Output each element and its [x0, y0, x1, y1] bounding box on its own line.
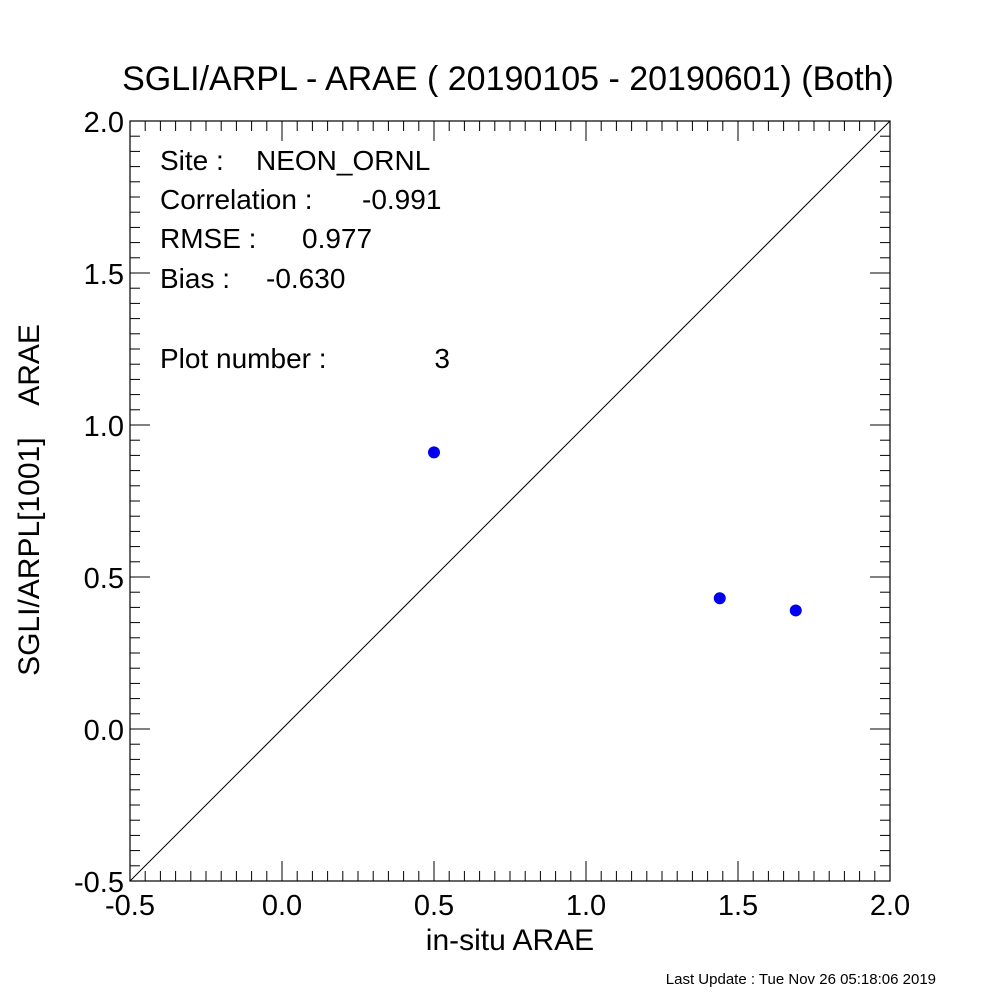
bias-value: -0.630	[266, 263, 345, 294]
last-update-text: Last Update : Tue Nov 26 05:18:06 2019	[666, 971, 936, 988]
y-tick-label: 0.0	[84, 715, 124, 747]
x-tick-label: 2.0	[870, 890, 910, 922]
site-value: NEON_ORNL	[256, 145, 430, 176]
x-tick-label: -0.5	[105, 890, 155, 922]
y-tick-label: 1.0	[84, 411, 124, 443]
minor-ticks	[130, 121, 890, 881]
one-to-one-line	[129, 120, 891, 882]
data-point	[713, 592, 726, 605]
x-tick-label: 1.5	[718, 890, 758, 922]
correlation-label: Correlation :	[160, 184, 313, 215]
y-tick-label: 2.0	[84, 107, 124, 139]
y-tick-label: 0.5	[84, 563, 124, 595]
x-tick-label: 1.0	[566, 890, 606, 922]
last-update-label: Last Update :	[666, 971, 755, 988]
site-label: Site :	[160, 145, 224, 176]
x-tick-label: 0.0	[262, 890, 302, 922]
bias-label: Bias :	[160, 263, 230, 294]
x-tick-labels: -0.5 0.0 0.5 1.0 1.5 2.0	[105, 890, 910, 922]
plot-number-value: 3	[434, 343, 450, 374]
x-tick-label: 0.5	[414, 890, 454, 922]
data-point	[789, 604, 802, 617]
y-axis-label: SGLI/ARPL[1001] ARAE	[13, 324, 46, 676]
last-update-value: Tue Nov 26 05:18:06 2019	[759, 971, 936, 988]
major-ticks	[130, 121, 890, 881]
y-tick-label: -0.5	[74, 867, 124, 899]
rmse-value: 0.977	[302, 223, 372, 254]
y-tick-labels: -0.5 0.0 0.5 1.0 1.5 2.0	[74, 107, 124, 899]
chart-title: SGLI/ARPL - ARAE ( 20190105 - 20190601) …	[122, 60, 894, 98]
rmse-label: RMSE :	[160, 223, 256, 254]
stats-block: Site : NEON_ORNL Correlation : -0.991 RM…	[160, 145, 450, 374]
correlation-value: -0.991	[362, 184, 441, 215]
y-tick-label: 1.5	[84, 259, 124, 291]
data-point	[428, 446, 440, 459]
data-points	[428, 446, 802, 617]
plot-number-label: Plot number :	[160, 343, 327, 374]
x-axis-label: in-situ ARAE	[426, 924, 594, 957]
